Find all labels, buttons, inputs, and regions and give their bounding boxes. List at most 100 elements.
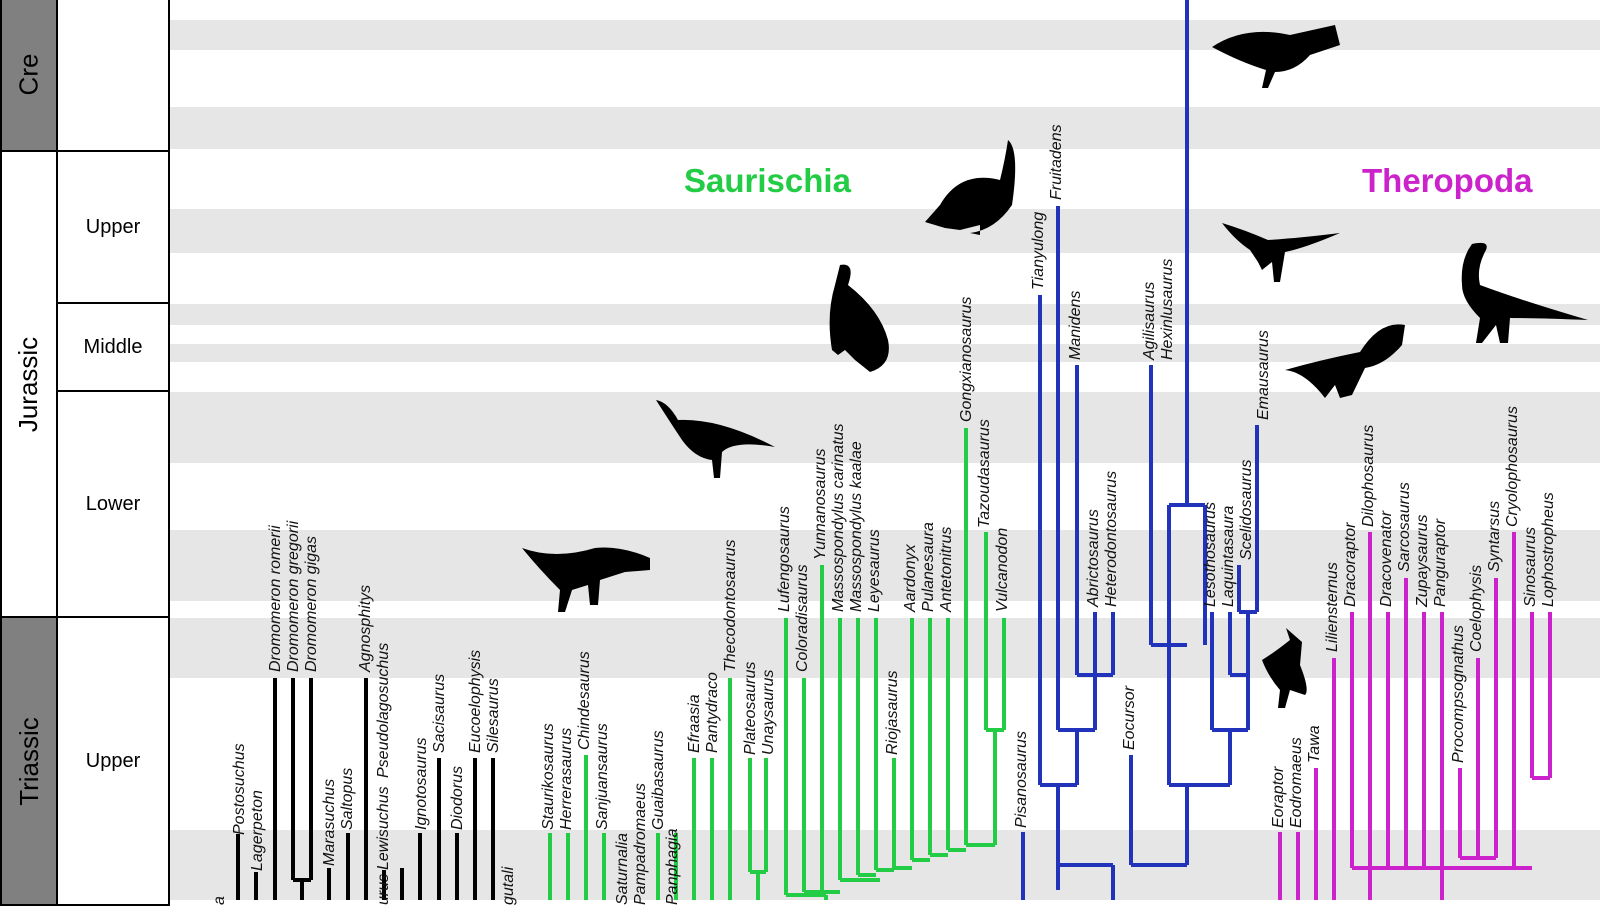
taxon-label: Saturnalia [614, 832, 631, 905]
taxon-label: Procompsognathus [1450, 625, 1467, 763]
taxon-label: Heterodontosaurus [1103, 470, 1120, 607]
taxon-label: Fruitadens [1048, 124, 1065, 200]
taxon-label: Sinosaurus [1522, 526, 1539, 607]
taxon-label: Syntarsus [1486, 500, 1503, 572]
taxon-label: Laquintasaura [1220, 505, 1237, 607]
ornithischian-branches [1021, 0, 1259, 900]
taxon-label: Abrictosaurus [1085, 509, 1102, 607]
epoch-label: Lower [85, 492, 141, 515]
taxon-label: Tazoudasaurus [976, 419, 993, 528]
taxon-label: Efraasia [686, 694, 703, 753]
period-triassic: Triassic [0, 616, 58, 906]
stage-band [168, 830, 1600, 900]
taxon-label: Dromomeron romerii [267, 525, 284, 672]
epoch-label: Middle [83, 335, 143, 358]
taxon-label: Leyesaurus [866, 529, 883, 612]
stage-band [168, 392, 1600, 463]
taxon-label: Agnosphitys [357, 584, 374, 672]
outgroup-branches [236, 678, 495, 900]
taxon-label: Dromomeron gigas [303, 535, 320, 672]
epoch-cretaceous-blank [56, 0, 170, 152]
taxon-label: Pseudolagosuchus [375, 642, 392, 778]
taxon-label: Postosuchus [231, 743, 248, 835]
taxon-label: Yunnanosaurus [812, 448, 829, 561]
taxon-label: Coloradisaurus [794, 564, 811, 672]
epoch-label: Upper [85, 215, 141, 238]
epoch-middle-jurassic: Middle [56, 302, 170, 392]
taxon-label: Panguraptor [1432, 518, 1449, 607]
taxon-label: Eodromaeus [1288, 737, 1305, 828]
clade-title-saurischia: Saurischia [684, 162, 851, 199]
taxon-label: Manidens [1067, 290, 1084, 360]
clade-title-theropoda: Theropoda [1362, 162, 1533, 199]
taxon-label: Coelophysis [1468, 564, 1485, 652]
dilophosaur-icon [1285, 324, 1405, 398]
taxon-label: Sarcosaurus [1396, 482, 1413, 572]
taxon-label: Aardonyx [902, 544, 919, 612]
epoch-upper-triassic: Upper [56, 616, 170, 906]
taxon-label: Tawa [1306, 725, 1323, 763]
basal-sauropodomorph-icon [656, 400, 775, 478]
taxon-label: Staurikosaurus [540, 723, 557, 830]
taxon-label: Hexinlusaurus [1159, 258, 1176, 360]
period-cretaceous: Cre [0, 0, 58, 152]
theropod-branches [1278, 532, 1552, 900]
taxon-label: Eocursor [1121, 685, 1138, 750]
herrerasaur-icon [522, 547, 650, 612]
stage-band [168, 107, 1600, 149]
taxon-label: gutali [500, 866, 517, 905]
epoch-lower-jurassic: Lower [56, 390, 170, 618]
prosauropod-icon [829, 264, 889, 372]
taxon-label: Pantydraco [704, 672, 721, 753]
taxon-label: Scelidosaurus [1238, 459, 1255, 561]
taxon-label: Diodorus [449, 765, 466, 830]
taxon-label: Pampadromaeus [632, 783, 649, 905]
taxon-label: Vulcanodon [994, 527, 1011, 612]
sauropodomorph-branches [548, 428, 1006, 900]
period-jurassic: Jurassic [0, 150, 58, 618]
taxon-label: Chindesaurus [576, 651, 593, 750]
taxon-label: Thecodontosaurus [722, 539, 739, 672]
taxon-label: Dracoraptor [1342, 522, 1359, 607]
taxon-label: Tianyulong [1030, 211, 1047, 290]
taxon-label: Massospondylus kaalae [848, 441, 865, 612]
taxon-label: Plateosaurus [742, 661, 759, 755]
taxon-label: Liliensternus [1324, 562, 1341, 652]
coelophysoid-icon [1461, 242, 1588, 343]
taxon-label: Dromomeron gregorii [285, 520, 302, 672]
taxon-label: Sacisaurus [431, 673, 448, 753]
taxon-label: Zupaysaurus [1414, 514, 1431, 608]
hadrosaur-icon [1212, 25, 1340, 88]
taxon-label: Lufengosaurus [776, 506, 793, 612]
taxon-label: Pulanesaura [920, 522, 937, 612]
taxon-label: Pisanosaurus [1013, 731, 1030, 828]
taxon-label: Cryolophosaurus [1504, 406, 1521, 527]
taxon-label: Unaysaurus [760, 669, 777, 755]
taxon-label: Marasuchus [321, 778, 338, 866]
taxon-label: Emausaurus [1255, 330, 1272, 420]
stage-band [168, 304, 1600, 325]
taxon-label: a [211, 896, 228, 905]
taxon-label: Ignotosaurus [413, 737, 430, 830]
stage-band [168, 20, 1600, 50]
stage-band [168, 530, 1600, 601]
taxon-label: Silesaurus [485, 678, 502, 753]
taxon-label: urus [375, 873, 392, 905]
taxon-label: Dilophosaurus [1360, 424, 1377, 527]
taxon-label: Panphagia [664, 828, 681, 905]
taxon-label: Sanjuansaurus [594, 723, 611, 830]
compsognathid-icon [1222, 223, 1340, 282]
taxon-label: Eucoelophysis [467, 649, 484, 753]
stage-band [168, 209, 1600, 253]
taxon-label: Riojasaurus [884, 670, 901, 755]
taxon-label: Dracovenator [1378, 510, 1395, 607]
taxon-label: Massospondylus carinatus [830, 423, 847, 612]
taxon-label: Antetonitrus [938, 526, 955, 612]
small-theropod-icon [1262, 628, 1307, 708]
sauropod-icon [925, 140, 1016, 235]
taxon-label: Agilisaurus [1141, 281, 1158, 360]
taxon-label: Lagerpeton [249, 790, 266, 871]
